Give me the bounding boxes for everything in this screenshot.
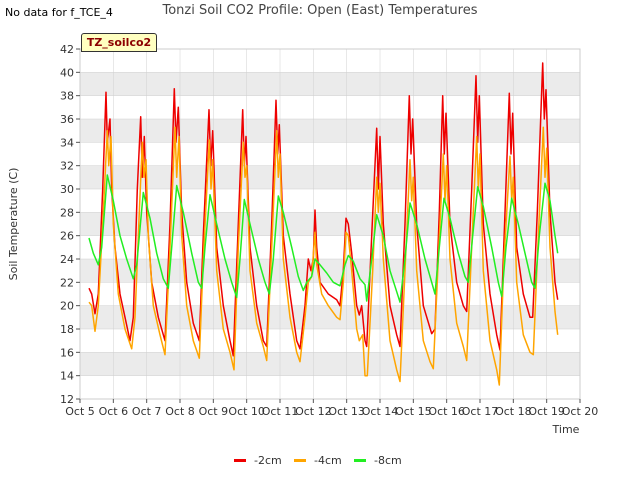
- legend-swatch: [354, 459, 366, 462]
- y-tick-label: 26: [60, 230, 74, 243]
- legend-label: -8cm: [374, 454, 402, 467]
- chart-title: Tonzi Soil CO2 Profile: Open (East) Temp…: [162, 3, 478, 18]
- x-tick-label: Oct 8: [165, 405, 195, 418]
- plot-frame: [79, 48, 581, 400]
- x-tick-label: Oct 13: [328, 405, 365, 418]
- legend-swatch: [234, 459, 246, 462]
- x-tick-label: Oct 5: [65, 405, 95, 418]
- y-tick-label: 42: [60, 43, 74, 56]
- x-tick-label: Oct 12: [295, 405, 332, 418]
- y-tick-label: 16: [60, 346, 74, 359]
- y-tick-label: 18: [60, 323, 74, 336]
- grid-band: [80, 72, 580, 96]
- x-axis-label: Time: [552, 423, 580, 436]
- x-tick-label: Oct 19: [528, 405, 565, 418]
- y-axis-label: Soil Temperature (C): [7, 168, 20, 281]
- y-tick-label: 28: [60, 206, 74, 219]
- series-line--2cm: [88, 62, 559, 357]
- legend-swatch: [294, 459, 306, 462]
- no-data-note: No data for f_TCE_4: [5, 6, 113, 19]
- x-tick-label: Oct 16: [428, 405, 465, 418]
- y-tick-label: 32: [60, 160, 74, 173]
- x-tick-label: Oct 6: [99, 405, 129, 418]
- series-line--8cm: [88, 174, 559, 303]
- series-lines: [88, 62, 559, 386]
- x-tick-label: Oct 14: [362, 405, 399, 418]
- legend-label: -2cm: [254, 454, 282, 467]
- y-tick-label: 34: [60, 136, 74, 149]
- y-tick-label: 12: [60, 393, 74, 406]
- grid-band: [80, 165, 580, 189]
- y-tick-label: 40: [60, 66, 74, 79]
- grid-band: [80, 352, 580, 376]
- grid-band: [80, 119, 580, 143]
- x-tick-label: Oct 11: [262, 405, 299, 418]
- x-tick-label: Oct 10: [228, 405, 265, 418]
- y-tick-label: 30: [60, 183, 74, 196]
- y-tick-label: 22: [60, 276, 74, 289]
- y-tick-label: 14: [60, 370, 74, 383]
- y-tick-label: 20: [60, 300, 74, 313]
- x-tick-label: Oct 15: [395, 405, 432, 418]
- y-axis: 12 14 16 18 20 22 24 26 28 30 32 34 36 38 40 42: [60, 43, 80, 406]
- x-tick-label: Oct 20: [562, 405, 599, 418]
- y-tick-label: 36: [60, 113, 74, 126]
- x-tick-label: Oct 17: [462, 405, 499, 418]
- x-tick-label: Oct 7: [132, 405, 162, 418]
- y-tick-label: 38: [60, 90, 74, 103]
- site-badge: TZ_soilco2: [81, 33, 157, 52]
- x-tick-label: Oct 18: [495, 405, 532, 418]
- x-tick-label: Oct 9: [199, 405, 229, 418]
- legend-label: -4cm: [314, 454, 342, 467]
- series-line--4cm: [88, 126, 559, 386]
- y-tick-label: 24: [60, 253, 74, 266]
- legend: -2cm -4cm -8cm: [234, 454, 402, 467]
